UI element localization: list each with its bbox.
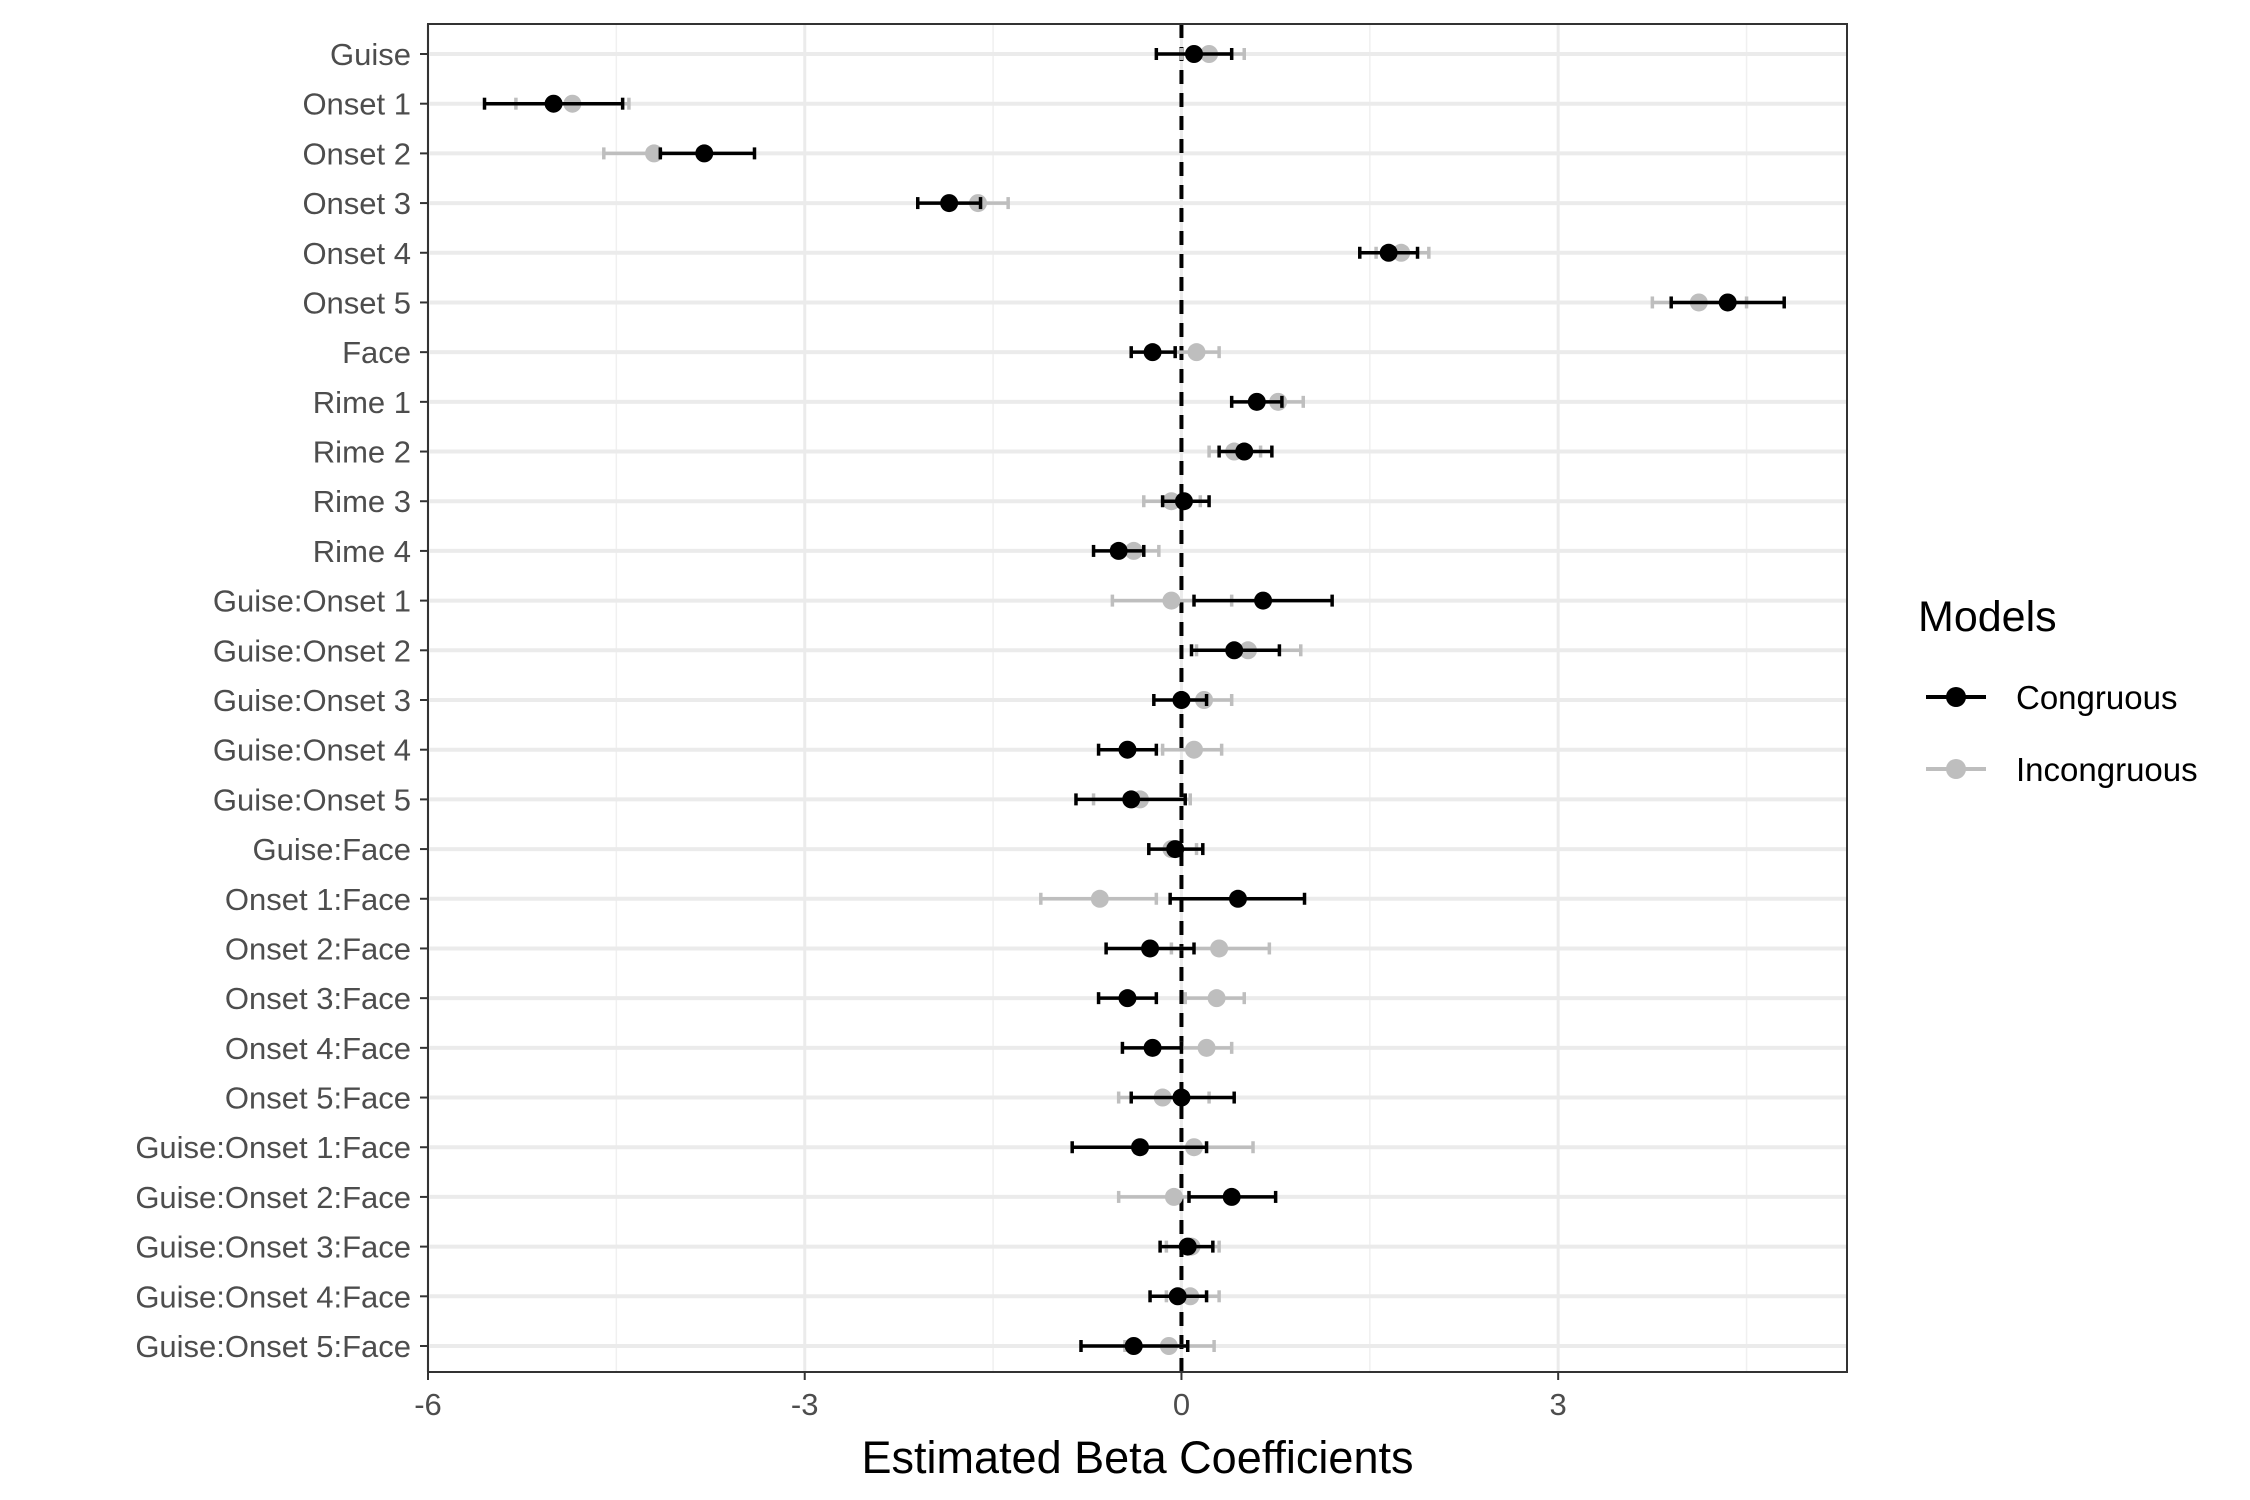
congruous-point: [1172, 691, 1191, 709]
congruous-point: [1247, 392, 1266, 411]
congruous-point: [1124, 1337, 1143, 1355]
congruous-point: [1718, 293, 1737, 312]
y-tick-label: Rime 4: [313, 534, 411, 569]
incongruous-point: [645, 144, 664, 163]
congruous-point: [1185, 45, 1204, 63]
legend-title: Models: [1918, 593, 2057, 641]
congruous-point: [1166, 840, 1185, 859]
y-tick-label: Guise:Onset 1: [213, 584, 411, 619]
x-tick-label: -6: [414, 1387, 442, 1422]
y-tick-label: Guise:Onset 3: [213, 683, 411, 718]
legend-label: Congruous: [2016, 679, 2177, 716]
congruous-point: [1172, 1088, 1191, 1107]
legend-label: Incongruous: [2016, 751, 2198, 788]
legend-item-incongruous: Incongruous: [1926, 751, 2198, 788]
congruous-point: [1141, 939, 1160, 958]
congruous-point: [695, 144, 714, 163]
legend-item-congruous: Congruous: [1926, 679, 2177, 716]
series-layer: [482, 45, 1786, 1355]
congruous-point: [1174, 492, 1193, 511]
x-axis-title: Estimated Beta Coefficients: [862, 1432, 1414, 1483]
congruous-point: [1222, 1187, 1241, 1206]
x-tick-label: 0: [1173, 1387, 1190, 1422]
incongruous-point: [1090, 889, 1109, 908]
congruous-point: [1109, 541, 1128, 560]
incongruous-point: [1197, 1038, 1216, 1057]
incongruous-point: [1187, 343, 1206, 362]
y-tick-label: Guise:Onset 4:Face: [135, 1279, 411, 1314]
congruous-point: [1131, 1138, 1150, 1157]
y-tick-label: Face: [342, 335, 411, 370]
congruous-point: [1143, 343, 1162, 362]
y-tick-label: Onset 3:Face: [225, 981, 411, 1016]
y-tick-label: Guise:Onset 1:Face: [135, 1130, 411, 1165]
x-tick-label: 3: [1550, 1387, 1567, 1422]
y-tick-label: Guise:Onset 3:Face: [135, 1230, 411, 1265]
incongruous-point: [1207, 989, 1226, 1008]
legend-key-point: [1946, 759, 1966, 779]
congruous-point: [1122, 790, 1141, 809]
congruous-point: [1235, 442, 1254, 461]
congruous-point: [1178, 1237, 1197, 1256]
y-tick-label: Guise:Onset 2: [213, 633, 411, 668]
congruous-point: [1225, 641, 1244, 660]
legend: Models Congruous Incongruous: [1918, 593, 2198, 788]
congruous-point: [1168, 1287, 1187, 1306]
y-tick-label: Onset 2: [302, 136, 411, 171]
congruous-point: [1118, 989, 1137, 1008]
congruous-point: [1379, 243, 1398, 262]
congruous-point: [544, 94, 563, 113]
y-tick-label: Onset 5:Face: [225, 1081, 411, 1116]
x-axis: -6 -3 0 3: [414, 1372, 1567, 1422]
congruous-point: [1118, 740, 1137, 759]
y-tick-label: Onset 1: [302, 87, 411, 122]
congruous-point: [1254, 591, 1273, 610]
congruous-point: [1143, 1038, 1162, 1057]
congruous-point: [940, 194, 959, 213]
y-tick-label: Guise:Face: [252, 832, 411, 867]
panel-border: [427, 23, 1848, 1373]
panel-grid: [426, 24, 1847, 1372]
y-tick-label: Onset 1:Face: [225, 882, 411, 917]
incongruous-point: [1185, 740, 1204, 759]
y-tick-label: Rime 2: [313, 435, 411, 470]
incongruous-point: [1164, 1187, 1183, 1206]
y-tick-label: Guise: [330, 37, 411, 72]
y-tick-label: Guise:Onset 5:Face: [135, 1329, 411, 1364]
congruous-point: [1228, 889, 1247, 908]
series-congruous: [482, 45, 1786, 1355]
y-tick-label: Guise:Onset 5: [213, 782, 411, 817]
y-axis: Guise Onset 1 Onset 2 Onset 3 Onset 4 Onset 5…: [135, 37, 428, 1364]
y-tick-label: Onset 2:Face: [225, 931, 411, 966]
y-tick-label: Onset 3: [302, 186, 411, 221]
y-tick-label: Onset 4: [302, 236, 411, 271]
x-tick-label: -3: [791, 1387, 819, 1422]
legend-key-point: [1946, 687, 1966, 707]
y-tick-label: Onset 5: [302, 285, 411, 320]
y-tick-label: Onset 4:Face: [225, 1031, 411, 1066]
y-tick-label: Rime 3: [313, 484, 411, 519]
y-tick-label: Rime 1: [313, 385, 411, 420]
incongruous-point: [1162, 591, 1181, 610]
y-tick-label: Guise:Onset 2:Face: [135, 1180, 411, 1215]
y-tick-label: Guise:Onset 4: [213, 733, 411, 768]
incongruous-point: [1210, 939, 1229, 958]
